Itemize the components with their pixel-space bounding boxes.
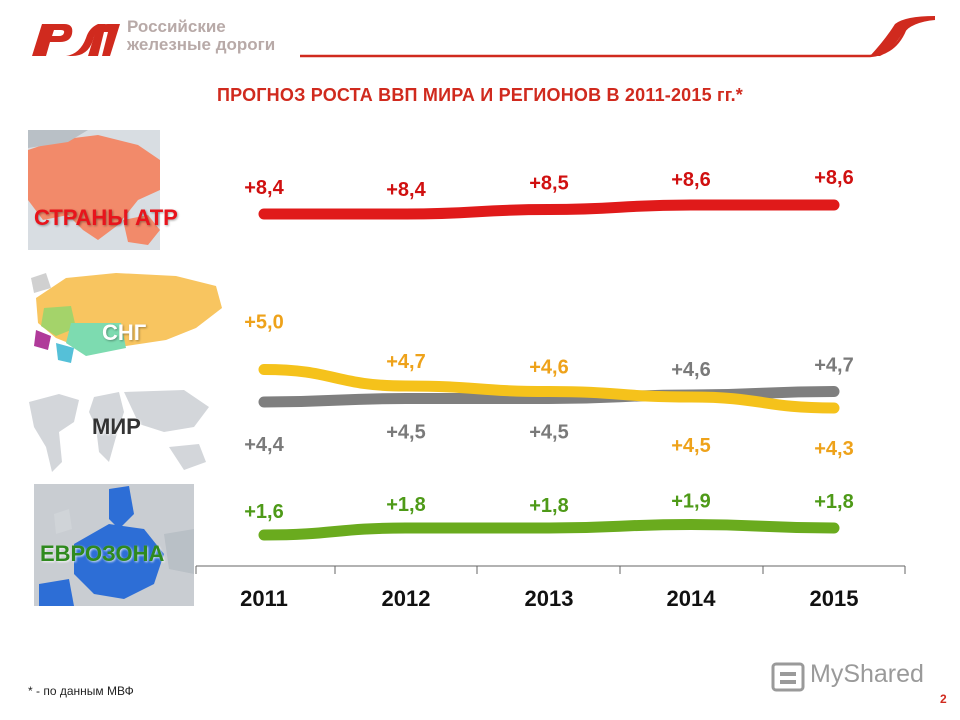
region-label-eurozone: ЕВРОЗОНА xyxy=(40,541,165,566)
footnote: * - по данным МВФ xyxy=(28,684,134,698)
data-label: +8,6 xyxy=(671,169,710,191)
series-line-СНГ xyxy=(258,364,840,414)
cis-map xyxy=(26,268,222,370)
data-label: +4,3 xyxy=(814,438,853,460)
rzd-logo-icon xyxy=(32,24,120,56)
watermark-text: MyShared xyxy=(810,660,924,688)
page-number: 2 xyxy=(940,692,947,706)
data-label: +8,6 xyxy=(814,167,853,189)
series-line-СТРАНЫ АТР xyxy=(258,199,840,220)
data-label: +4,7 xyxy=(814,355,853,377)
myshared-logo-icon xyxy=(771,662,805,692)
data-label: +4,5 xyxy=(671,435,710,457)
watermark: MyShared xyxy=(768,656,938,696)
x-tick-label: 2011 xyxy=(240,586,288,611)
header: Российские железные дороги xyxy=(0,0,960,75)
data-label: +1,8 xyxy=(814,491,853,513)
brand-name-line2: железные дороги xyxy=(127,35,276,54)
region-label-world: МИР xyxy=(92,414,141,439)
data-label: +5,0 xyxy=(244,312,283,334)
data-label: +1,8 xyxy=(386,494,425,516)
data-label: +4,5 xyxy=(529,422,568,444)
data-label: +4,4 xyxy=(244,434,284,456)
data-label: +1,9 xyxy=(671,491,710,513)
x-tick-label: 2014 xyxy=(667,586,717,611)
series-line-ЕВРОЗОНА xyxy=(258,518,840,541)
data-label: +8,5 xyxy=(529,173,568,195)
data-label: +1,8 xyxy=(529,495,568,517)
data-label: +4,6 xyxy=(671,359,710,381)
eurozone-map xyxy=(34,484,194,606)
x-tick-label: 2012 xyxy=(382,586,431,611)
page-title: ПРОГНОЗ РОСТА ВВП МИРА И РЕГИОНОВ В 2011… xyxy=(216,85,744,105)
header-swoosh xyxy=(300,16,936,58)
world-map xyxy=(24,382,212,478)
brand-name: Российские железные дороги xyxy=(127,18,275,54)
data-label: +4,7 xyxy=(386,351,425,373)
data-label: +8,4 xyxy=(244,177,284,199)
region-label-apac: СТРАНЫ АТР xyxy=(34,205,178,230)
region-label-cis: СНГ xyxy=(102,320,147,345)
apac-map xyxy=(28,130,160,250)
x-tick-label: 2013 xyxy=(525,586,574,611)
data-label: +1,6 xyxy=(244,501,283,523)
x-tick-label: 2015 xyxy=(810,586,859,611)
data-label: +4,6 xyxy=(529,357,568,379)
data-label: +8,4 xyxy=(386,179,426,201)
data-label: +4,5 xyxy=(386,422,425,444)
brand-name-line1: Российские xyxy=(127,17,226,36)
